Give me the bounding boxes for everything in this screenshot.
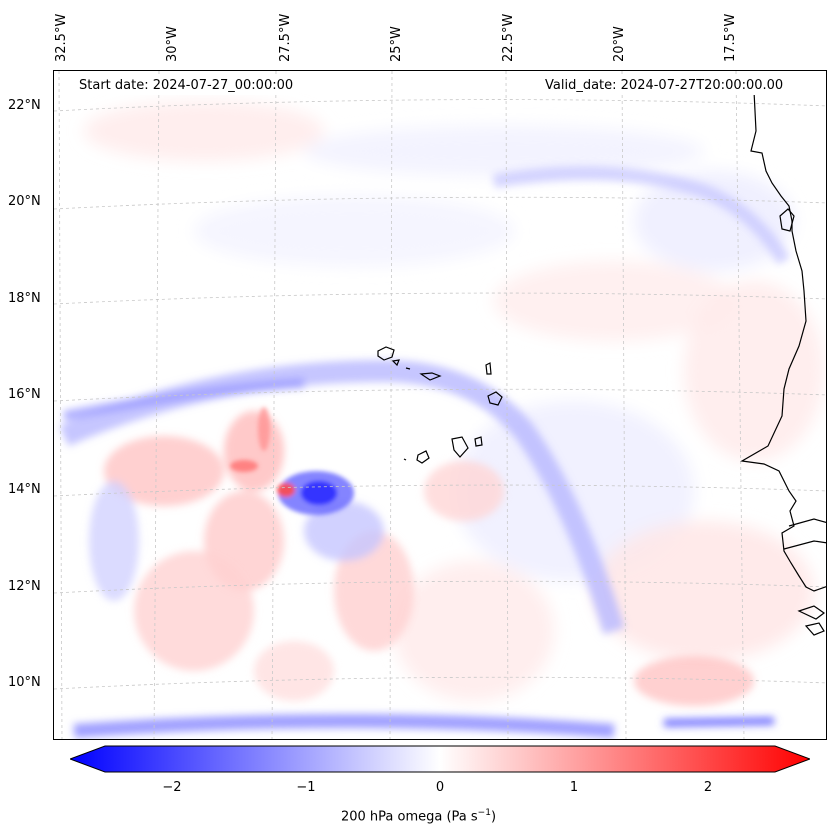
colorbar-tick-0: 0 [435, 780, 445, 795]
lon-label-30w: 30°W [165, 26, 180, 62]
colorbar-tick-1: 1 [569, 780, 579, 795]
lat-label-16n: 16°N [8, 387, 41, 402]
start-date-label: Start date: 2024-07-27_00:00:00 [73, 77, 300, 95]
colorbar-fill [68, 745, 812, 773]
lat-label-20n: 20°N [8, 194, 41, 209]
lon-label-22-5w: 22.5°W [501, 13, 516, 62]
colorbar-title-text: 200 hPa omega (Pa s [340, 809, 478, 825]
omega-field-svg [54, 71, 826, 739]
valid-date-label: Valid_date: 2024-07-27T20:00:00.00 [539, 77, 790, 95]
african-coastline [740, 90, 826, 636]
lat-label-18n: 18°N [8, 291, 41, 306]
colorbar-tick-minus-2: −2 [162, 780, 182, 795]
lon-label-20w: 20°W [612, 26, 627, 62]
colorbar-title-close: ) [490, 809, 497, 825]
lat-label-22n: 22°N [8, 98, 41, 113]
colorbar-tick-minus-1: −1 [296, 780, 316, 795]
colorbar-svg [68, 745, 812, 773]
lon-label-25w: 25°W [389, 26, 404, 62]
colorbar-title-exponent: −1 [477, 808, 491, 818]
gridlines [54, 71, 826, 739]
lon-label-27-5w: 27.5°W [278, 13, 293, 62]
lat-label-14n: 14°N [8, 482, 41, 497]
blue-arc-band [59, 166, 791, 738]
convective-pattern [89, 411, 754, 706]
lon-label-32-5w: 32.5°W [54, 13, 69, 62]
lat-label-12n: 12°N [8, 579, 41, 594]
lat-label-10n: 10°N [8, 675, 41, 690]
colorbar-title: 200 hPa omega (Pa s−1) [0, 808, 837, 824]
strong-core [230, 407, 354, 515]
colorbar [68, 745, 812, 773]
cape-verde-islands [377, 346, 503, 464]
lon-label-17-5w: 17.5°W [723, 13, 738, 62]
colorbar-tick-2: 2 [703, 780, 713, 795]
faint-field-layer [84, 101, 824, 701]
omega-map [53, 70, 827, 740]
